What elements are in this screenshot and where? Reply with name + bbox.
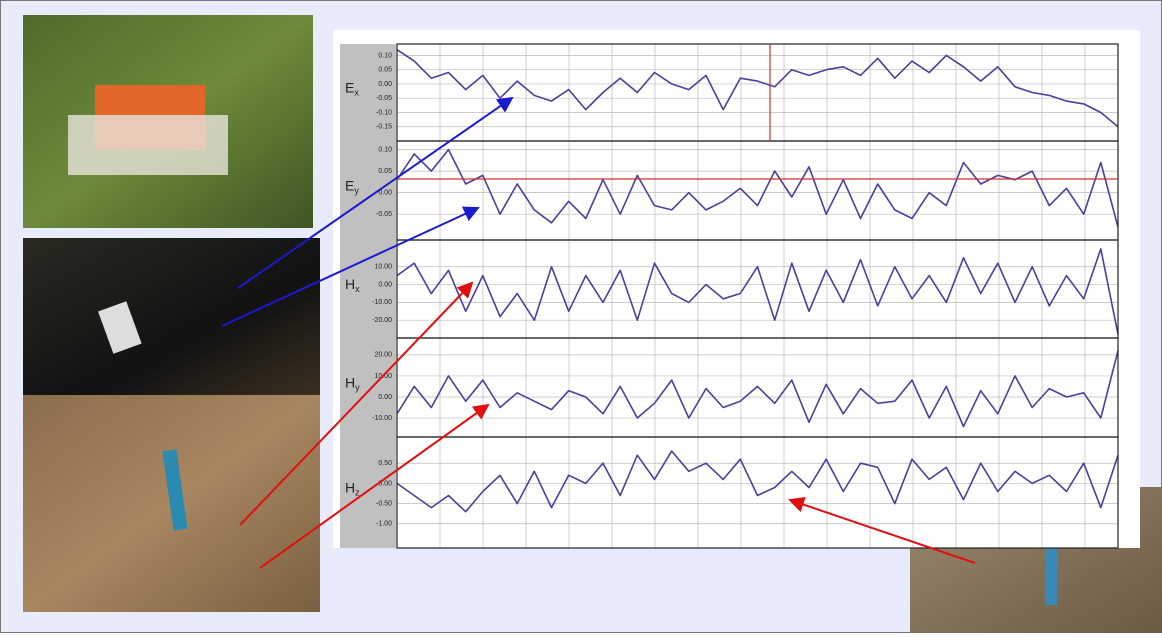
trace: [396, 350, 1119, 428]
channel-symbol: H: [345, 479, 355, 495]
trace: [396, 450, 1119, 513]
y-tick-label: -10.00: [372, 415, 392, 422]
y-tick-label: -10.00: [372, 299, 392, 306]
y-tick-label: -0.10: [376, 109, 392, 116]
channel-label: Ey: [345, 177, 359, 196]
y-tick-label: 10.00: [374, 264, 392, 271]
photo-detail: [98, 301, 142, 354]
photo-detail: [162, 449, 188, 531]
channel-label: Hx: [345, 276, 360, 295]
channel-label: Hy: [345, 374, 360, 393]
photo: [23, 238, 320, 395]
channel-symbol: E: [345, 79, 354, 95]
y-tick-label: -20.00: [372, 317, 392, 324]
y-tick-label: 0.00: [378, 81, 392, 88]
y-tick-label: 0.05: [378, 168, 392, 175]
chart-panel: [333, 30, 1140, 548]
arrow: [259, 403, 490, 569]
channel-subscript: y: [355, 383, 360, 393]
y-tick-label: -0.50: [376, 500, 392, 507]
photo-detail: [1045, 545, 1057, 605]
y-tick-label: 0.00: [378, 189, 392, 196]
y-tick-label: 0.10: [378, 52, 392, 59]
axis-strip: [340, 44, 396, 548]
plots: 0.10 0.05 0.00 -0.05 -0.10 -0.15 Ex 0.10 0.05 0.0…: [345, 43, 1119, 549]
y-tick-label: -0.05: [376, 211, 392, 218]
channel-symbol: H: [345, 374, 355, 390]
channel-subscript: z: [355, 488, 360, 498]
y-tick-label: 0.50: [378, 460, 392, 467]
photo-detail: [68, 115, 228, 175]
panel-frame: [396, 436, 1119, 549]
arrow: [221, 206, 480, 327]
y-tick-label: -1.00: [376, 521, 392, 528]
y-tick-label: 20.00: [374, 352, 392, 359]
channel-label: Hz: [345, 479, 360, 498]
y-tick-label: 0.00: [378, 394, 392, 401]
trace: [396, 49, 1119, 128]
trace: [396, 248, 1119, 335]
arrow: [237, 96, 514, 289]
y-tick-label: 0.10: [378, 146, 392, 153]
y-tick-label: 0.05: [378, 67, 392, 74]
y-tick-label: -0.05: [376, 95, 392, 102]
arrow: [239, 281, 474, 526]
trace: [396, 148, 1119, 228]
channel-symbol: H: [345, 276, 355, 292]
y-tick-label: -0.15: [376, 124, 392, 131]
y-tick-label: 0.00: [378, 480, 392, 487]
channel-subscript: y: [354, 186, 359, 196]
channel-symbol: E: [345, 177, 354, 193]
channel-subscript: x: [354, 88, 359, 98]
arrow: [788, 496, 976, 564]
channel-subscript: x: [355, 284, 360, 294]
channel-label: Ex: [345, 79, 359, 98]
y-tick-label: 0.00: [378, 281, 392, 288]
